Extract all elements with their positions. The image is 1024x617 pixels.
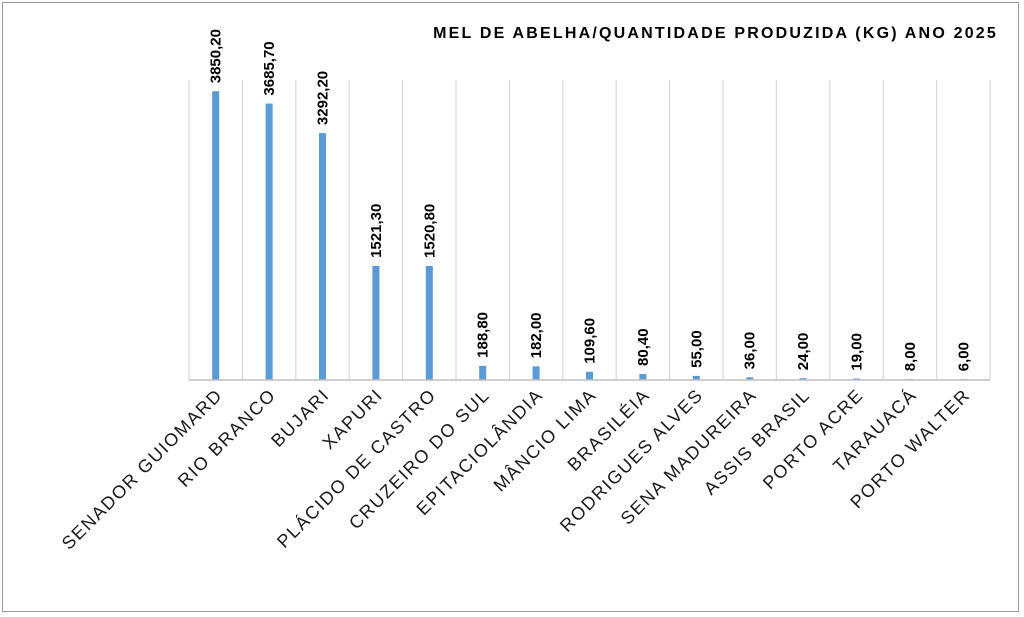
bar-rodrigues-alves [692, 375, 700, 380]
value-label: 24,00 [795, 333, 812, 371]
value-label: 8,00 [902, 342, 919, 371]
value-label: 55,00 [688, 330, 705, 368]
value-label: 36,00 [742, 332, 759, 370]
bar-bujari [319, 133, 326, 380]
value-label: 6,00 [955, 342, 972, 371]
bar-mancio-lima [586, 371, 593, 380]
bar-brasileia [639, 373, 647, 380]
value-label: 3850,20 [208, 29, 225, 83]
bar-assis-brasil [799, 378, 807, 380]
value-label: 3685,70 [261, 41, 278, 95]
value-label: 109,60 [582, 318, 599, 364]
value-label: 80,40 [635, 328, 652, 366]
bar-placido-de-castro [425, 265, 433, 380]
chart-title: MEL DE ABELHA/QUANTIDADE PRODUZIDA (KG) … [433, 25, 998, 42]
value-label: 1521,30 [368, 204, 385, 258]
bar-senador-guiomard [212, 91, 220, 381]
bar-epitaciolandia [532, 366, 540, 380]
bar-cruzeiro-do-sul [479, 365, 487, 380]
grid-lines [188, 80, 991, 380]
bar-rio-branco [265, 103, 273, 380]
value-label: 1520,80 [421, 204, 438, 258]
value-labels: 3850,20 3685,70 3292,20 1521,30 1520,80 188,8… [208, 29, 973, 371]
value-label: 3292,20 [315, 71, 332, 125]
value-label: 188,80 [475, 312, 492, 358]
bar-xapuri [372, 265, 380, 380]
value-label: 182,00 [528, 312, 545, 358]
category-label: RIO BRANCO [174, 385, 280, 491]
value-label: 19,00 [849, 333, 866, 371]
bar-sena-madureira [746, 377, 754, 380]
